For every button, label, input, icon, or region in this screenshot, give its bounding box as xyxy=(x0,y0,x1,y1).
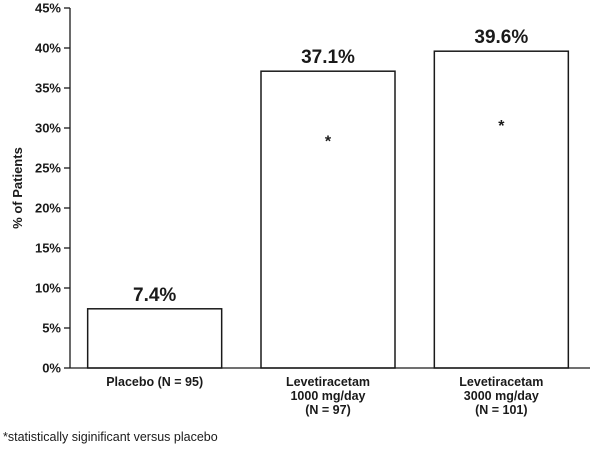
x-tick-label: (N = 101) xyxy=(475,403,527,417)
y-tick-label: 40% xyxy=(35,41,61,56)
bar-value-label: 39.6% xyxy=(474,27,528,48)
y-tick-label: 35% xyxy=(35,81,61,96)
footnote: *statistically siginificant versus place… xyxy=(3,430,218,444)
y-tick-label: 10% xyxy=(35,281,61,296)
y-tick-label: 30% xyxy=(35,121,61,136)
x-tick-label: Levetiracetam xyxy=(459,375,543,389)
y-tick-label: 0% xyxy=(42,361,61,376)
y-tick-label: 5% xyxy=(42,321,61,336)
significance-marker: * xyxy=(498,118,505,135)
bar-value-label: 7.4% xyxy=(133,285,176,306)
y-tick-label: 20% xyxy=(35,201,61,216)
y-tick-label: 45% xyxy=(35,1,61,16)
significance-marker: * xyxy=(325,133,332,150)
x-tick-label: Levetiracetam xyxy=(286,375,370,389)
x-tick-label: (N = 97) xyxy=(305,403,351,417)
bar xyxy=(86,308,223,369)
x-tick-label: 1000 mg/day xyxy=(290,389,365,403)
x-tick-label: Placebo (N = 95) xyxy=(106,375,203,389)
x-tick-label: 3000 mg/day xyxy=(464,389,539,403)
bars: 7.4% 37.1% * 39.6% * xyxy=(86,27,570,369)
y-axis: 0% 5% 10% 15% 20% 25% 30% 35% 40% 45% xyxy=(35,1,71,376)
y-tick-label: 25% xyxy=(35,161,61,176)
bar-value-label: 37.1% xyxy=(301,47,355,68)
bar xyxy=(260,70,396,369)
bar xyxy=(433,50,570,369)
y-axis-label: % of Patients xyxy=(10,147,25,229)
y-tick-label: 15% xyxy=(35,241,61,256)
